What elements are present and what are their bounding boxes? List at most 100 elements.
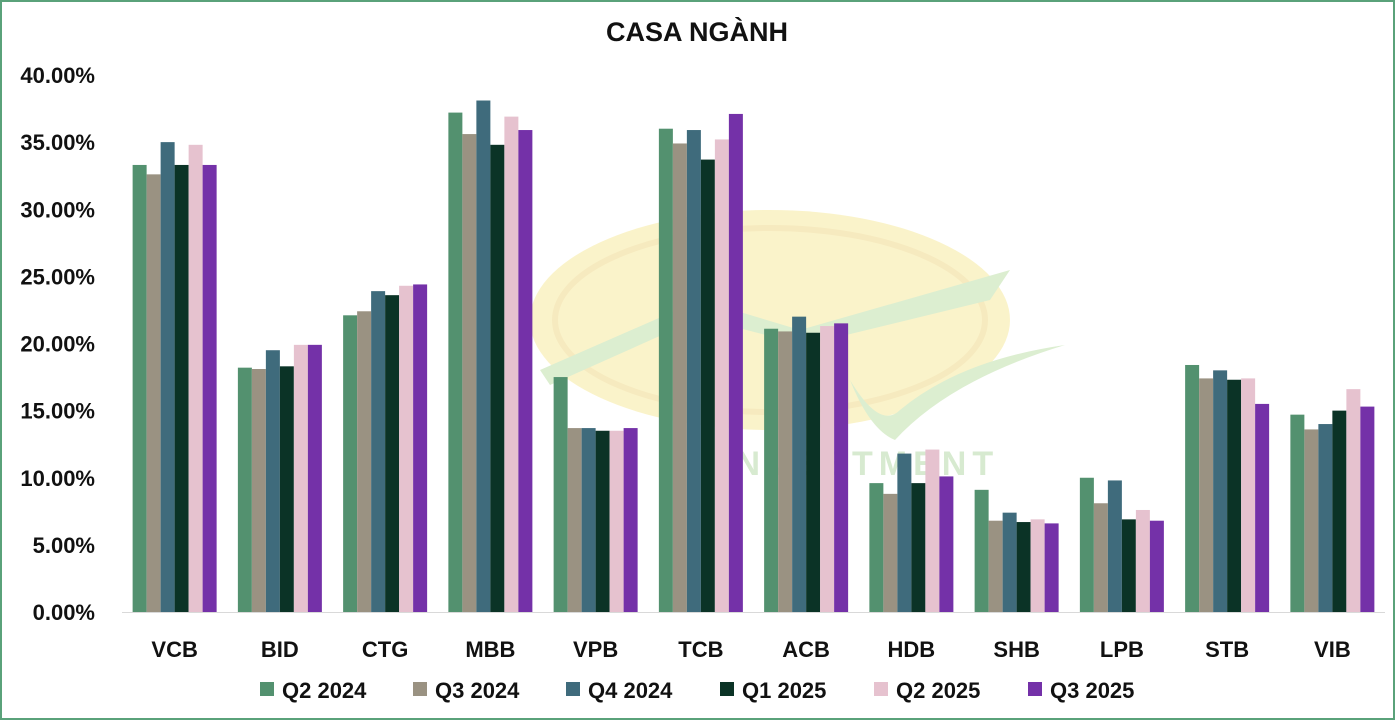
x-tick-label: BID bbox=[261, 637, 299, 662]
legend-label: Q4 2024 bbox=[588, 678, 673, 703]
bar-bid-q1-2025 bbox=[279, 366, 294, 612]
bar-vcb-q1-2025 bbox=[174, 164, 189, 612]
y-tick-label: 25.00% bbox=[20, 264, 95, 289]
legend-swatch bbox=[566, 682, 580, 696]
bar-stb-q2-2024 bbox=[1185, 364, 1200, 612]
bar-stb-q2-2025 bbox=[1241, 378, 1256, 612]
y-tick-label: 20.00% bbox=[20, 332, 95, 357]
bar-shb-q2-2024 bbox=[974, 489, 989, 612]
legend-label: Q2 2024 bbox=[282, 678, 367, 703]
legend-swatch bbox=[1028, 682, 1042, 696]
bar-shb-q3-2025 bbox=[1044, 523, 1059, 612]
x-tick-label: ACB bbox=[782, 637, 830, 662]
bar-vcb-q3-2024 bbox=[146, 174, 161, 612]
y-tick-label: 15.00% bbox=[20, 399, 95, 424]
legend-swatch bbox=[720, 682, 734, 696]
bar-ctg-q4-2024 bbox=[371, 291, 386, 612]
bar-lpb-q4-2024 bbox=[1107, 480, 1122, 612]
y-tick-label: 5.00% bbox=[33, 533, 95, 558]
y-tick-label: 10.00% bbox=[20, 466, 95, 491]
chart-title: CASA NGÀNH bbox=[606, 16, 788, 47]
bar-lpb-q3-2025 bbox=[1149, 520, 1164, 612]
bar-ctg-q1-2025 bbox=[385, 295, 400, 612]
x-tick-label: LPB bbox=[1100, 637, 1144, 662]
bar-acb-q2-2025 bbox=[820, 326, 835, 612]
bar-stb-q4-2024 bbox=[1213, 370, 1228, 612]
bar-vib-q2-2024 bbox=[1290, 414, 1305, 612]
x-tick-label: STB bbox=[1205, 637, 1249, 662]
bar-mbb-q3-2025 bbox=[518, 130, 533, 613]
legend-label: Q2 2025 bbox=[896, 678, 980, 703]
bar-vpb-q3-2024 bbox=[567, 428, 582, 612]
bar-hdb-q3-2025 bbox=[939, 476, 954, 612]
y-tick-label: 35.00% bbox=[20, 130, 95, 155]
bar-vcb-q2-2025 bbox=[188, 144, 203, 612]
bar-acb-q3-2025 bbox=[834, 323, 849, 612]
bar-lpb-q2-2024 bbox=[1079, 477, 1094, 612]
watermark-logo: INVESTMENT bbox=[530, 210, 1065, 483]
bar-vpb-q1-2025 bbox=[595, 430, 610, 612]
bar-acb-q3-2024 bbox=[778, 331, 793, 612]
bar-bid-q2-2024 bbox=[237, 367, 252, 612]
legend-label: Q1 2025 bbox=[742, 678, 826, 703]
bar-bid-q4-2024 bbox=[265, 350, 280, 612]
bar-stb-q3-2025 bbox=[1255, 403, 1270, 612]
bar-ctg-q3-2025 bbox=[413, 284, 428, 612]
bar-tcb-q4-2024 bbox=[686, 130, 701, 613]
bar-shb-q2-2025 bbox=[1030, 519, 1045, 612]
x-axis: VCB BID CTG MBB VPB TCB ACB HDB SHB LPB STB VIB bbox=[122, 612, 1385, 662]
x-tick-label: VIB bbox=[1314, 637, 1351, 662]
x-tick-label: CTG bbox=[362, 637, 408, 662]
bar-ctg-q2-2025 bbox=[399, 285, 414, 612]
bar-lpb-q2-2025 bbox=[1135, 509, 1150, 612]
legend: Q2 2024 Q3 2024 Q4 2024 Q1 2025 Q2 2025 Q3 20… bbox=[260, 678, 1134, 703]
bar-acb-q1-2025 bbox=[806, 332, 821, 612]
bar-tcb-q3-2025 bbox=[728, 113, 743, 613]
legend-swatch bbox=[874, 682, 888, 696]
bar-vib-q1-2025 bbox=[1332, 410, 1347, 612]
bar-hdb-q3-2024 bbox=[883, 493, 898, 612]
y-axis: 0.00% 5.00% 10.00% 15.00% 20.00% 25.00% 30.00%… bbox=[20, 63, 95, 625]
bar-vcb-q2-2024 bbox=[132, 164, 147, 612]
bar-mbb-q1-2025 bbox=[490, 144, 505, 612]
bar-acb-q4-2024 bbox=[792, 316, 807, 612]
bar-vpb-q2-2024 bbox=[553, 377, 568, 612]
bar-shb-q4-2024 bbox=[1002, 512, 1017, 612]
bar-vpb-q4-2024 bbox=[581, 428, 596, 612]
bar-tcb-q1-2025 bbox=[700, 159, 715, 612]
bar-lpb-q3-2024 bbox=[1093, 503, 1108, 612]
bar-vib-q4-2024 bbox=[1318, 424, 1333, 612]
bar-hdb-q2-2024 bbox=[869, 483, 884, 612]
bar-shb-q3-2024 bbox=[988, 520, 1003, 612]
bar-vcb-q4-2024 bbox=[160, 142, 175, 612]
bar-mbb-q2-2024 bbox=[448, 112, 463, 612]
bar-bid-q3-2024 bbox=[251, 369, 266, 612]
bar-vpb-q2-2025 bbox=[609, 430, 624, 612]
bar-lpb-q1-2025 bbox=[1121, 519, 1136, 612]
bar-shb-q1-2025 bbox=[1016, 522, 1031, 612]
x-tick-label: TCB bbox=[678, 637, 723, 662]
bar-hdb-q2-2025 bbox=[925, 449, 940, 612]
bar-vib-q2-2025 bbox=[1346, 389, 1361, 612]
bar-tcb-q2-2025 bbox=[714, 139, 729, 612]
bar-ctg-q2-2024 bbox=[343, 315, 358, 612]
bar-vpb-q3-2025 bbox=[623, 428, 638, 612]
bar-vib-q3-2025 bbox=[1360, 406, 1375, 612]
bars bbox=[132, 100, 1375, 613]
bar-bid-q2-2025 bbox=[293, 344, 308, 612]
x-tick-label: HDB bbox=[888, 637, 936, 662]
bar-vib-q3-2024 bbox=[1304, 429, 1319, 612]
y-tick-label: 0.00% bbox=[33, 600, 95, 625]
legend-label: Q3 2024 bbox=[435, 678, 520, 703]
bar-vcb-q3-2025 bbox=[202, 164, 217, 612]
legend-label: Q3 2025 bbox=[1050, 678, 1134, 703]
bar-bid-q3-2025 bbox=[307, 344, 322, 612]
x-tick-label: VPB bbox=[573, 637, 618, 662]
bar-stb-q1-2025 bbox=[1227, 379, 1242, 612]
bar-hdb-q1-2025 bbox=[911, 483, 926, 612]
bar-mbb-q3-2024 bbox=[462, 134, 477, 612]
bar-mbb-q4-2024 bbox=[476, 100, 491, 612]
bar-ctg-q3-2024 bbox=[357, 311, 372, 612]
watermark-text: INVESTMENT bbox=[720, 445, 999, 483]
bar-acb-q2-2024 bbox=[764, 328, 779, 612]
